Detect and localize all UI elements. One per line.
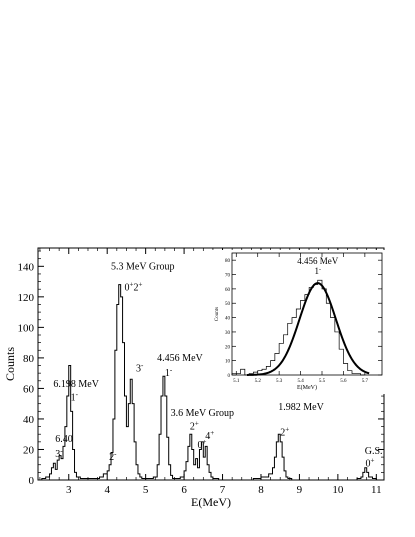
main-y-tick-label: 20 <box>23 444 35 456</box>
inset-x-axis-label: E(MeV) <box>297 384 317 391</box>
peak-annotation: G.S. <box>365 446 383 457</box>
inset-y-tick-label: 70 <box>225 274 231 279</box>
inset-y-tick-label: 80 <box>225 259 231 264</box>
main-x-tick-label: 4 <box>104 484 110 496</box>
main-y-axis-label: Counts <box>3 347 17 381</box>
inset-background <box>210 250 385 394</box>
main-y-tick-label: 60 <box>23 383 35 395</box>
main-x-tick-label: 6 <box>181 484 187 496</box>
inset-y-tick-label: 50 <box>225 302 231 307</box>
peak-annotation: 6.40 <box>55 434 73 445</box>
main-x-tick-label: 10 <box>332 484 344 496</box>
inset-y-tick-label: 30 <box>225 331 231 336</box>
inset-y-tick-label: 0 <box>228 374 231 379</box>
main-y-tick-label: 100 <box>18 322 35 334</box>
main-x-tick-label: 5 <box>143 484 149 496</box>
inset-x-tick-label: 5.2 <box>255 379 262 384</box>
inset-y-tick-label: 60 <box>225 288 231 293</box>
main-y-tick-label: 0 <box>29 475 35 487</box>
peak-annotation: 3.6 MeV Group <box>171 408 234 419</box>
inset-y-tick-label: 20 <box>225 345 231 350</box>
peak-annotation: 2+ <box>280 426 289 439</box>
inset-x-tick-label: 5.4 <box>297 379 304 384</box>
inset-x-tick-label: 5.3 <box>276 379 283 384</box>
inset-histogram <box>231 279 365 376</box>
peak-annotation: 0+2+ <box>125 281 143 294</box>
inset-x-tick-labels: 5.1 5.2 5.3 5.4 5.5 5.6 5.7 <box>233 379 368 384</box>
main-x-tick-labels: 3 4 5 6 7 8 9 10 11 <box>66 484 382 496</box>
main-x-axis-label: E(MeV) <box>191 495 231 509</box>
peak-annotation: 4+ <box>205 429 214 442</box>
main-x-tick-label: 11 <box>371 484 382 496</box>
inset-y-tick-label: 40 <box>225 317 231 322</box>
peak-annotation: 3- <box>136 362 144 375</box>
inset-y-axis-label: Counts <box>215 307 220 321</box>
peak-annotation: 4.456 MeV <box>157 353 203 364</box>
inset-gaussian-fit <box>246 282 370 376</box>
inset-chart: 5.1 5.2 5.3 5.4 5.5 5.6 5.7 01020304050607080 … <box>210 250 385 394</box>
inset-subtitle: 1- <box>314 266 321 276</box>
main-y-tick-labels: 0 20 40 60 80 100 120 140 <box>18 261 35 487</box>
main-x-tick-label: 7 <box>220 484 226 496</box>
main-x-tick-label: 8 <box>258 484 264 496</box>
main-y-tick-label: 80 <box>23 353 35 365</box>
peak-annotation: 2+ <box>190 420 199 433</box>
main-y-tick-label: 140 <box>18 261 35 273</box>
peak-annotation: 6.198 MeV <box>53 379 99 390</box>
inset-x-tick-label: 5.7 <box>362 379 369 384</box>
spectrum-histogram <box>38 284 384 481</box>
inset-x-tick-label: 5.1 <box>233 379 240 384</box>
inset-y-tick-labels: 0 10 20 30 40 50 60 70 80 <box>225 259 231 379</box>
inset-x-tick-label: 5.6 <box>340 379 347 384</box>
peak-annotation: 1- <box>165 366 173 379</box>
peak-annotation: 1.982 MeV <box>278 402 324 413</box>
inset-x-tick-label: 5.5 <box>319 379 326 384</box>
inset-title: 4.456 MeV <box>297 256 338 266</box>
peak-annotation: 1- <box>71 391 79 404</box>
main-y-tick-label: 120 <box>18 292 35 304</box>
main-x-tick-label: 9 <box>297 484 303 496</box>
peak-annotation: 2- <box>109 450 117 463</box>
peak-annotation: 3- <box>55 447 63 460</box>
inset-plot-frame <box>231 252 383 376</box>
peak-annotation: 0+ <box>198 438 207 451</box>
main-x-tick-label: 3 <box>66 484 72 496</box>
peak-annotation: 5.3 MeV Group <box>111 261 174 272</box>
peak-annotation: 0+ <box>366 456 375 469</box>
main-y-tick-label: 40 <box>23 414 35 426</box>
inset-y-tick-label: 10 <box>225 360 231 365</box>
